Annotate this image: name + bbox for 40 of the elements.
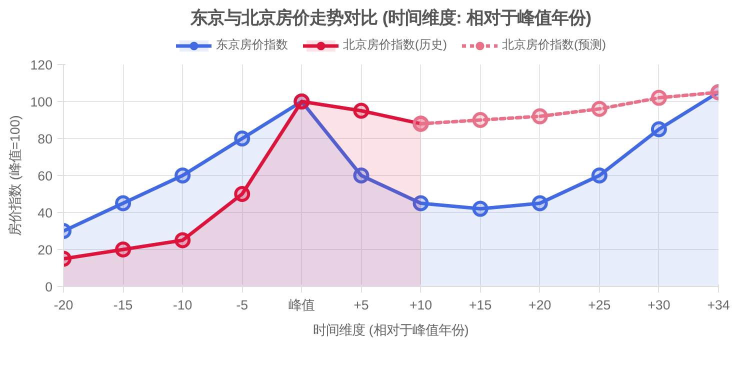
y-tick-label: 80: [38, 132, 53, 146]
point: [532, 108, 548, 124]
x-tick-label: -10: [172, 298, 192, 312]
y-tick-label: 120: [30, 58, 53, 72]
y-tick-label: 40: [38, 206, 53, 220]
point: [115, 195, 132, 212]
x-tick-label: +30: [648, 298, 670, 312]
point: [234, 130, 250, 146]
point: [472, 112, 488, 128]
x-tick-label: +25: [588, 298, 611, 312]
point: [591, 168, 608, 184]
y-tick-label: 20: [38, 242, 53, 258]
point: [174, 232, 191, 248]
point: [234, 186, 250, 202]
point: [472, 200, 488, 217]
x-tick-label: +10: [409, 298, 432, 312]
y-tick-label: 100: [30, 94, 53, 110]
x-tick-label: +34: [707, 298, 730, 312]
x-tick-label: +5: [354, 298, 369, 312]
legend-label: 北京房价指数(历史): [343, 36, 447, 54]
legend-label: 东京房价指数: [216, 36, 288, 54]
point: [174, 168, 191, 184]
x-tick-label: -5: [236, 298, 248, 312]
y-tick-label: 0: [45, 280, 53, 294]
x-tick-label: 峰值: [288, 298, 315, 312]
point: [650, 121, 667, 138]
point: [353, 102, 370, 119]
x-tick-label: +20: [528, 298, 552, 312]
x-axis-title: 时间维度 (相对于峰值年份): [313, 322, 469, 338]
x-tick-label: -15: [113, 298, 133, 312]
point: [532, 195, 548, 212]
legend-label: 北京房价指数(预测): [502, 36, 606, 54]
chart-title: 东京与北京房价走势对比 (时间维度: 相对于峰值年份): [190, 8, 592, 28]
x-tick-label: -20: [54, 298, 74, 312]
point: [591, 100, 608, 117]
y-tick-label: 60: [38, 168, 53, 184]
y-axis-title: 房价指数 (峰值=100): [8, 115, 22, 236]
point: [650, 90, 667, 106]
x-tick-label: +15: [469, 298, 492, 312]
point: [115, 242, 132, 258]
